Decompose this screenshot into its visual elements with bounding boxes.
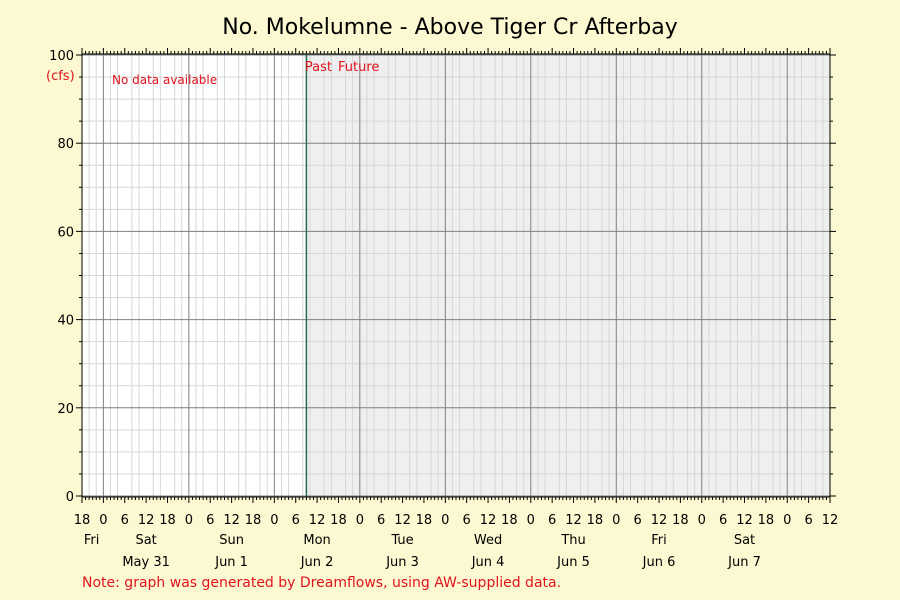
major-grid: [82, 54, 830, 497]
x-hour-label: 12: [651, 513, 668, 528]
x-date-label: May 31: [122, 555, 170, 570]
minor-grid: [82, 54, 830, 497]
x-date-label: Jun 5: [556, 555, 590, 570]
x-hour-label: 12: [394, 513, 411, 528]
x-hour-label: 18: [587, 513, 604, 528]
x-day-label: Tue: [390, 533, 413, 548]
future-label: Future: [338, 60, 379, 75]
x-hour-label: 12: [309, 513, 326, 528]
past-label: Past: [305, 60, 332, 75]
x-day-label: Sat: [135, 533, 156, 548]
x-date-label: Jun 7: [727, 555, 761, 570]
y-axis: 0 20 40 60 80 100: [49, 49, 836, 505]
x-day-label: Sun: [219, 533, 244, 548]
y-tick-label: 0: [66, 490, 74, 505]
x-hour-label: 0: [698, 513, 706, 528]
no-data-message: No data available: [112, 73, 217, 87]
x-hour-label: 18: [159, 513, 176, 528]
x-axis: 18 0 6 12 18 0 6 12 18 0 6 12 18 0 6 12 18 0 6 12 18 0 6 12 18 0 6…: [74, 48, 839, 570]
x-hour-label: 6: [377, 513, 385, 528]
x-hour-label: 0: [185, 513, 193, 528]
x-hour-label: 18: [74, 513, 91, 528]
footnote: Note: graph was generated by Dreamflows,…: [82, 575, 561, 591]
x-hour-label: 18: [245, 513, 262, 528]
x-hour-label: 12: [736, 513, 753, 528]
x-hour-label: 18: [501, 513, 518, 528]
x-hour-label: 6: [548, 513, 556, 528]
x-day-label: Mon: [303, 533, 330, 548]
x-hour-label: 6: [206, 513, 214, 528]
x-hour-label: 18: [758, 513, 775, 528]
x-day-label: Sat: [734, 533, 755, 548]
x-day-label: Thu: [560, 533, 585, 548]
x-day-label: Fri: [84, 533, 100, 548]
x-hour-label: 0: [270, 513, 278, 528]
x-hour-label: 18: [672, 513, 689, 528]
x-day-label: Wed: [474, 533, 502, 548]
x-day-label: Fri: [651, 533, 667, 548]
x-hour-label: 0: [356, 513, 364, 528]
y-tick-label: 80: [57, 137, 74, 152]
x-hour-label: 0: [527, 513, 535, 528]
x-date-label: Jun 6: [642, 555, 676, 570]
x-date-label: Jun 3: [385, 555, 419, 570]
x-hour-label: 6: [121, 513, 129, 528]
x-hour-label: 6: [463, 513, 471, 528]
x-hour-label: 6: [292, 513, 300, 528]
x-hour-label: 0: [441, 513, 449, 528]
x-hour-label: 0: [612, 513, 620, 528]
x-hour-label: 0: [99, 513, 107, 528]
x-hour-label: 18: [416, 513, 433, 528]
x-hour-label: 0: [783, 513, 791, 528]
x-date-label: Jun 1: [214, 555, 248, 570]
x-date-label: Jun 2: [300, 555, 334, 570]
x-hour-label: 18: [330, 513, 347, 528]
x-hour-label: 12: [138, 513, 155, 528]
x-hour-label: 12: [223, 513, 240, 528]
x-hour-label: 6: [804, 513, 812, 528]
y-unit-label: (cfs): [46, 69, 75, 84]
x-hour-label: 12: [822, 513, 839, 528]
x-date-label: Jun 4: [471, 555, 505, 570]
y-tick-label: 20: [57, 402, 74, 417]
x-hour-label: 12: [565, 513, 582, 528]
y-tick-label: 100: [49, 49, 74, 64]
x-hour-label: 6: [634, 513, 642, 528]
chart-title: No. Mokelumne - Above Tiger Cr Afterbay: [222, 15, 677, 40]
x-hour-label: 6: [719, 513, 727, 528]
x-hour-label: 12: [480, 513, 497, 528]
y-tick-label: 40: [57, 314, 74, 329]
y-tick-label: 60: [57, 225, 74, 240]
